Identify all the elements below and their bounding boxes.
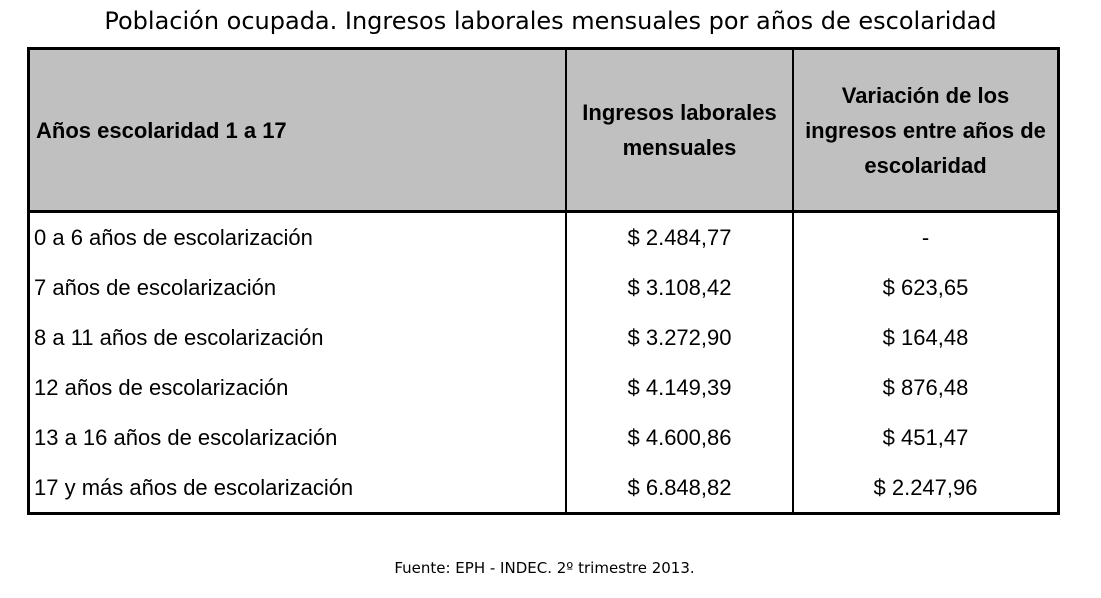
row-ingresos: $ 3.272,90 — [566, 313, 794, 363]
row-ingresos: $ 3.108,42 — [566, 263, 794, 313]
header-variacion-ingresos: Variación de los ingresos entre años de … — [793, 50, 1057, 213]
row-variacion: $ 623,65 — [882, 275, 969, 300]
row-ingresos: $ 4.600,86 — [566, 413, 794, 463]
header-anos-escolaridad: Años escolaridad 1 a 17 — [30, 50, 567, 213]
row-label: 13 a 16 años de escolarización — [30, 413, 567, 463]
row-ingresos: $ 2.484,77 — [566, 211, 794, 263]
source-note: Fuente: EPH - INDEC. 2º trimestre 2013. — [394, 559, 695, 577]
row-variacion: $ 451,47 — [882, 425, 969, 450]
row-variacion: - — [921, 225, 930, 250]
row-label: 12 años de escolarización — [30, 363, 567, 413]
income-table-grid: Años escolaridad 1 a 17 Ingresos laboral… — [30, 50, 1057, 513]
table-row: 17 y más años de escolarización $ 6.848,… — [30, 463, 1057, 513]
table-row: 0 a 6 años de escolarización $ 2.484,77 … — [30, 211, 1057, 263]
table-row: 8 a 11 años de escolarización $ 3.272,90… — [30, 313, 1057, 363]
table-header-row: Años escolaridad 1 a 17 Ingresos laboral… — [30, 50, 1057, 213]
row-label: 7 años de escolarización — [30, 263, 567, 313]
row-label: 17 y más años de escolarización — [30, 463, 567, 513]
table-row: 12 años de escolarización $ 4.149,39 $ 8… — [30, 363, 1057, 413]
income-table: Años escolaridad 1 a 17 Ingresos laboral… — [27, 47, 1060, 515]
row-label: 8 a 11 años de escolarización — [30, 313, 567, 363]
table-row: 7 años de escolarización $ 3.108,42 $ 62… — [30, 263, 1057, 313]
row-variacion: $ 164,48 — [882, 325, 969, 350]
row-ingresos: $ 6.848,82 — [566, 463, 794, 513]
page-title: Población ocupada. Ingresos laborales me… — [104, 7, 997, 35]
header-ingresos-laborales: Ingresos laborales mensuales — [566, 50, 794, 213]
table-row: 13 a 16 años de escolarización $ 4.600,8… — [30, 413, 1057, 463]
row-ingresos: $ 4.149,39 — [566, 363, 794, 413]
row-label: 0 a 6 años de escolarización — [30, 211, 567, 263]
row-variacion: $ 2.247,96 — [873, 475, 978, 500]
row-variacion: $ 876,48 — [882, 375, 969, 400]
